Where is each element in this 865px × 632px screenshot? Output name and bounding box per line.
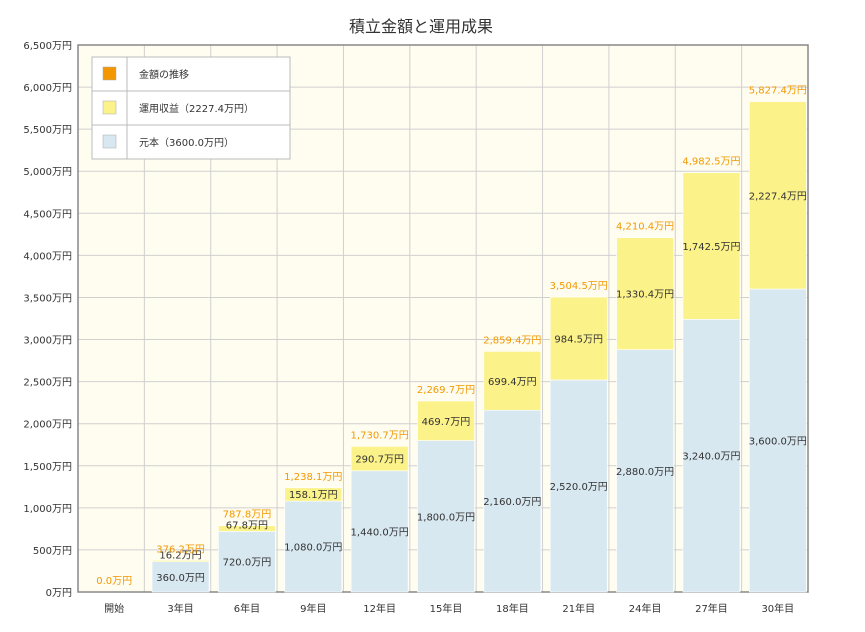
data-label-return: 2,227.4万円 [749,191,807,202]
data-label-total: 4,210.4万円 [616,222,674,233]
y-tick-label: 1,500万円 [23,462,72,473]
y-tick-label: 6,500万円 [23,41,72,52]
data-label-total: 2,269.7万円 [417,385,475,396]
data-label-return: 699.4万円 [488,377,537,388]
data-label-return: 67.8万円 [226,520,268,531]
legend-swatch [102,66,117,81]
legend-label: 元本（3600.0万円） [139,136,234,149]
y-tick-label: 4,000万円 [23,251,72,262]
y-tick-label: 2,000万円 [23,420,72,431]
bar-return [218,525,276,532]
data-label-principal: 2,880.0万円 [616,467,674,478]
x-tick-label: 21年目 [562,602,595,615]
bar-principal [151,561,210,593]
data-label-total: 2,859.4万円 [483,335,541,346]
chart-title: 積立金額と運用成果 [349,17,493,36]
data-label-return: 290.7万円 [355,455,404,466]
bar-return [417,400,475,441]
x-tick-label: 9年目 [300,602,326,615]
bar-return [616,237,674,350]
data-label-return: 158.1万円 [289,490,338,501]
data-label-total: 0.0万円 [96,576,132,587]
data-label-principal: 1,440.0万円 [351,527,409,538]
x-tick-label: 開始 [104,602,124,615]
bar-return [749,101,807,290]
data-label-principal: 3,600.0万円 [749,437,807,448]
data-label-principal: 360.0万円 [156,573,205,584]
y-tick-label: 5,000万円 [23,167,72,178]
legend-swatch [102,100,117,115]
legend-swatch [102,134,117,149]
data-label-return: 1,742.5万円 [682,242,740,253]
y-tick-label: 5,500万円 [23,125,72,136]
data-label-total: 787.8万円 [223,510,272,521]
x-tick-label: 30年目 [761,602,794,615]
x-tick-label: 24年目 [629,602,662,615]
data-label-principal: 2,160.0万円 [483,497,541,508]
bar-principal [350,470,409,593]
data-label-principal: 2,520.0万円 [550,482,608,493]
data-label-total: 5,827.4万円 [749,86,807,97]
bar-principal [682,319,741,593]
data-label-total: 1,238.1万円 [284,472,342,483]
bar-return [284,487,343,502]
y-tick-label: 6,000万円 [23,83,72,94]
legend-label: 金額の推移 [139,68,189,81]
x-tick-label: 15年目 [430,602,463,615]
bar-return [549,296,608,381]
data-label-return: 16.2万円 [159,551,201,562]
bar-principal [218,531,276,593]
data-label-return: 984.5万円 [554,335,603,346]
data-label-principal: 3,240.0万円 [682,452,740,463]
bar-return [682,172,741,320]
y-tick-label: 2,500万円 [23,378,72,389]
bar-principal [749,288,807,593]
x-tick-label: 3年目 [167,602,193,615]
data-label-total: 4,982.5万円 [682,157,740,168]
bar-principal [616,349,674,593]
data-label-total: 3,504.5万円 [550,281,608,292]
bar-return [483,351,542,411]
bar-return [350,446,409,472]
bar-principal [483,409,542,593]
data-label-principal: 1,080.0万円 [284,543,342,554]
data-label-return: 1,330.4万円 [616,290,674,301]
x-tick-label: 18年目 [496,602,529,615]
x-tick-label: 27年目 [695,602,728,615]
legend-label: 運用収益（2227.4万円） [139,102,254,115]
data-label-principal: 720.0万円 [223,558,272,569]
y-tick-label: 3,500万円 [23,293,72,304]
legend-box [91,56,291,160]
y-tick-label: 3,000万円 [23,336,72,347]
bar-principal [284,500,343,593]
x-tick-label: 6年目 [234,602,260,615]
y-tick-label: 0万円 [46,588,72,599]
bar-return [151,560,210,563]
y-tick-label: 500万円 [33,546,72,557]
y-tick-label: 4,500万円 [23,209,72,220]
bar-principal [417,440,475,593]
data-label-total: 376.2万円 [156,544,205,555]
bar-principal [549,379,608,593]
data-label-return: 469.7万円 [422,417,471,428]
x-tick-label: 12年目 [363,602,396,615]
y-tick-label: 1,000万円 [23,504,72,515]
data-label-total: 1,730.7万円 [351,430,409,441]
data-label-principal: 1,800.0万円 [417,512,475,523]
